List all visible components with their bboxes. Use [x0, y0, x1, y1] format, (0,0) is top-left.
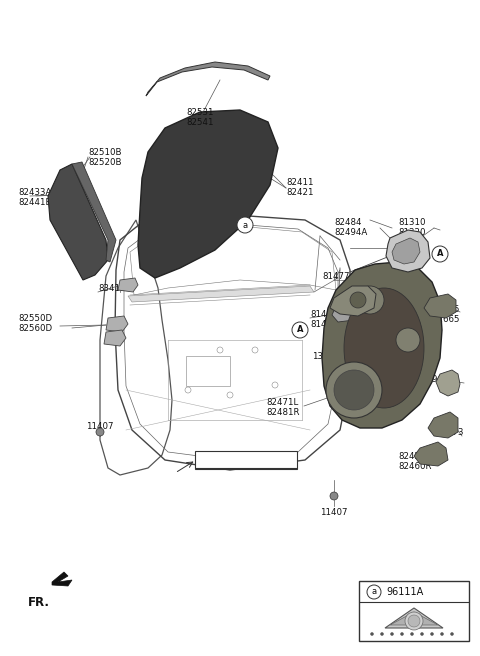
FancyBboxPatch shape [195, 451, 297, 469]
Circle shape [391, 632, 394, 636]
Text: 82411
82421: 82411 82421 [286, 178, 313, 197]
Circle shape [408, 615, 420, 627]
Polygon shape [414, 442, 448, 466]
Polygon shape [52, 572, 72, 586]
Text: 11407: 11407 [320, 508, 348, 517]
Text: 82655
82665: 82655 82665 [432, 305, 459, 325]
Circle shape [371, 632, 373, 636]
Text: 82471L
82481R: 82471L 82481R [266, 398, 300, 417]
Circle shape [330, 492, 338, 500]
Circle shape [410, 632, 413, 636]
Polygon shape [390, 612, 438, 625]
Text: 11407: 11407 [86, 422, 114, 431]
Circle shape [381, 632, 384, 636]
Polygon shape [118, 278, 138, 292]
Polygon shape [332, 302, 358, 322]
Text: 81477: 81477 [322, 272, 349, 281]
Text: FR.: FR. [28, 596, 50, 609]
Text: a: a [372, 588, 377, 596]
Circle shape [451, 632, 454, 636]
Circle shape [441, 632, 444, 636]
Text: 1327CB: 1327CB [312, 352, 346, 361]
Polygon shape [104, 330, 126, 346]
Circle shape [334, 370, 374, 410]
Circle shape [432, 246, 448, 262]
Polygon shape [428, 412, 458, 438]
Text: 94415: 94415 [432, 375, 459, 384]
Text: 82473: 82473 [436, 428, 464, 437]
Ellipse shape [344, 288, 424, 408]
Text: 82433A
82441B: 82433A 82441B [18, 188, 51, 207]
Text: a: a [242, 220, 248, 230]
Circle shape [350, 292, 366, 308]
Polygon shape [322, 262, 442, 428]
Circle shape [96, 428, 104, 436]
Polygon shape [48, 164, 108, 280]
Circle shape [420, 632, 423, 636]
Circle shape [326, 362, 382, 418]
Text: REF.60-760: REF.60-760 [198, 460, 248, 469]
Polygon shape [128, 286, 314, 302]
Text: 81310
81320: 81310 81320 [398, 218, 425, 237]
Circle shape [367, 585, 381, 599]
Text: A: A [297, 325, 303, 335]
Circle shape [356, 286, 384, 314]
Text: 82550D
82560D: 82550D 82560D [18, 314, 52, 333]
Text: 82531
82541: 82531 82541 [186, 108, 214, 127]
Circle shape [400, 632, 404, 636]
Polygon shape [436, 370, 460, 396]
Circle shape [405, 612, 423, 630]
Polygon shape [386, 230, 430, 272]
Text: A: A [437, 249, 443, 258]
FancyBboxPatch shape [359, 581, 469, 641]
Text: 96111A: 96111A [386, 587, 423, 597]
Polygon shape [424, 294, 456, 318]
Polygon shape [72, 162, 116, 262]
Text: 82510B
82520B: 82510B 82520B [88, 148, 121, 167]
Text: 82484
82494A: 82484 82494A [334, 218, 367, 237]
Text: 81471A
81481B: 81471A 81481B [310, 310, 344, 329]
Circle shape [237, 217, 253, 233]
Polygon shape [146, 62, 270, 96]
Polygon shape [330, 286, 376, 316]
Circle shape [396, 328, 420, 352]
Polygon shape [385, 608, 443, 628]
Polygon shape [106, 316, 128, 332]
Polygon shape [138, 110, 278, 278]
Circle shape [292, 322, 308, 338]
Circle shape [431, 632, 433, 636]
Bar [186, 356, 230, 386]
Text: 83412B: 83412B [98, 284, 132, 293]
Polygon shape [392, 238, 420, 264]
Text: 82450L
82460R: 82450L 82460R [398, 452, 432, 472]
